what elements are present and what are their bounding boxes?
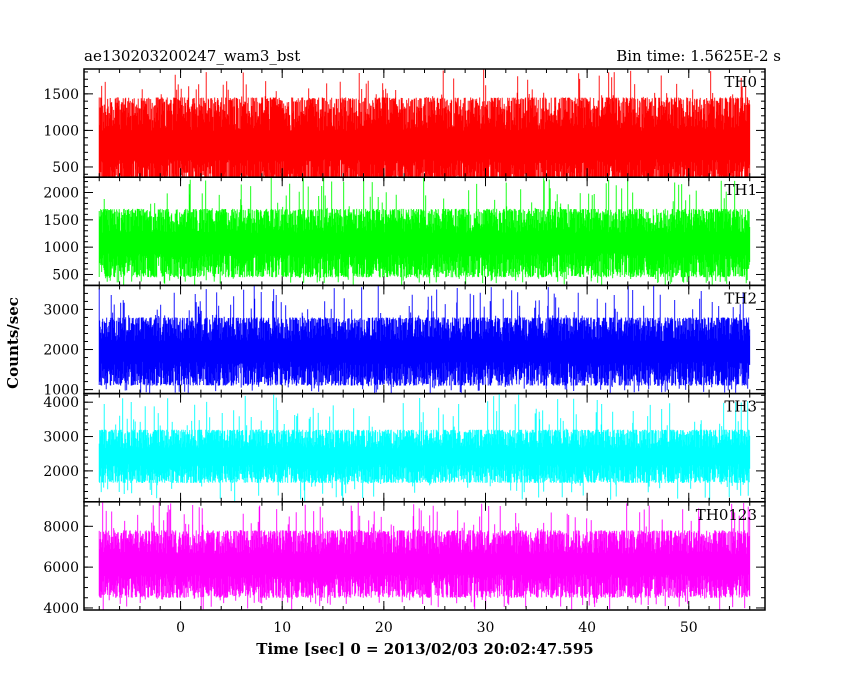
x-axis-label: Time [sec] 0 = 2013/02/03 20:02:47.595 [256,640,593,658]
y-tick-label: 500 [52,160,79,176]
x-tick-label: 40 [578,620,596,636]
y-tick-label: 3000 [43,302,79,318]
x-tick-label: 50 [680,620,698,636]
series-th0-line [98,69,751,178]
x-tick-label: 10 [273,620,291,636]
chart-title-left: ae130203200247_wam3_bst [84,47,300,65]
panel-label-th1: TH1 [724,181,757,199]
y-tick-label: 2000 [43,343,79,359]
y-axis-label: Counts/sec [4,297,22,389]
series-th3-line [98,393,751,502]
panel-th0123: 4000 6000 8000 TH0123 [43,501,766,617]
y-tick-label: 8000 [43,519,79,535]
panel-th2: 1000 2000 3000 TH2 [43,284,766,399]
panel-label-th2: TH2 [724,289,757,307]
panel-th1: 500 1000 1500 2000 TH1 [43,176,766,287]
panel-th3: 2000 3000 4000 TH3 [43,392,766,503]
x-tick-label: 0 [176,620,185,636]
y-tick-label: 4000 [43,395,79,411]
series-th1-line [98,177,751,286]
y-tick-label: 1500 [43,87,79,103]
panel-label-th0123: TH0123 [696,506,757,524]
y-tick-label: 2000 [43,186,79,202]
x-tick-label: 20 [375,620,393,636]
panel-label-th0: TH0 [724,73,757,91]
x-tick-label: 30 [477,620,495,636]
series-th2-line [98,285,751,394]
series-th0123-line [98,502,751,610]
chart-title-right: Bin time: 1.5625E-2 s [616,47,781,65]
panel-th0: 500 1000 1500 TH0 [43,68,766,178]
y-tick-label: 1500 [43,213,79,229]
y-tick-label: 500 [52,267,79,283]
y-tick-label: 1000 [43,240,79,256]
y-tick-label: 4000 [43,601,79,617]
y-tick-label: 2000 [43,464,79,480]
y-tick-label: 1000 [43,123,79,139]
y-tick-label: 1000 [43,383,79,399]
y-tick-label: 3000 [43,430,79,446]
panel-label-th3: TH3 [724,398,757,416]
y-tick-label: 6000 [43,560,79,576]
